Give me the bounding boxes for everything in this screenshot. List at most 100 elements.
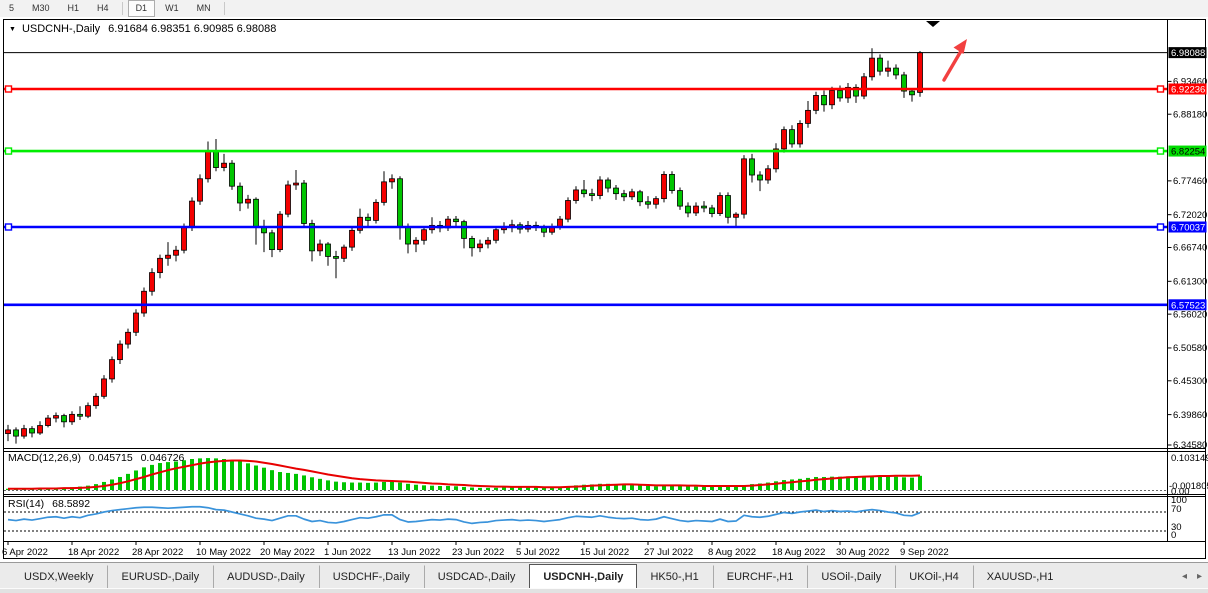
macd-bar <box>334 481 338 490</box>
candle-body <box>277 213 283 251</box>
candle-body <box>645 201 651 205</box>
collapse-triangle-icon: ▼ <box>9 25 16 33</box>
macd-bar <box>302 475 306 490</box>
tab-scroll-arrows: ◂ ▸ <box>1182 571 1202 582</box>
timeframe-button-m30[interactable]: M30 <box>32 3 50 13</box>
macd-bar <box>766 482 770 490</box>
timeframe-button-h4[interactable]: H4 <box>97 3 109 13</box>
candle-body <box>829 90 835 106</box>
timeframe-button-mn[interactable]: MN <box>196 3 211 13</box>
candle-body <box>573 189 579 201</box>
tab-usdcnh-daily[interactable]: USDCNH-,Daily <box>529 564 638 589</box>
tab-usdcad-daily[interactable]: USDCAD-,Daily <box>423 565 530 589</box>
date-axis[interactable]: 6 Apr 2022 18 Apr 2022 28 Apr 2022 10 May 2… <box>2 541 949 559</box>
timeframe-button-h1[interactable]: H1 <box>67 3 80 13</box>
candle-body <box>149 272 155 292</box>
price-tick-label: 6.61300 <box>1173 277 1207 288</box>
candle-body <box>85 405 91 417</box>
candle-body <box>389 178 395 183</box>
macd-bar <box>150 464 154 490</box>
macd-axis-max: 0.103149 <box>1171 453 1208 464</box>
price-tick-label: 6.50580 <box>1173 343 1207 354</box>
date-tick-label: 18 Aug 2022 <box>772 547 825 558</box>
tab-hk50-h1[interactable]: HK50-,H1 <box>650 571 699 583</box>
candle-body <box>213 150 219 168</box>
macd-bar <box>694 486 698 490</box>
tab-eurusd-daily[interactable]: EURUSD-,Daily <box>107 565 213 589</box>
price-badge-label: 6.98088 <box>1171 48 1205 59</box>
candle-body <box>173 249 179 256</box>
tab-ukoil-h4[interactable]: UKOil-,H4 <box>895 565 973 589</box>
hline-handle-right[interactable] <box>1156 147 1165 155</box>
macd-bar <box>478 487 482 490</box>
down-triangle-marker[interactable] <box>926 21 940 27</box>
candle-body <box>653 198 659 205</box>
candle-body <box>605 179 611 189</box>
tab-scroll-right-icon[interactable]: ▸ <box>1196 571 1202 582</box>
chart-symbol-label: USDCNH-,Daily <box>21 23 101 35</box>
tab-usdchf-daily[interactable]: USDCHF-,Daily <box>318 565 424 589</box>
tab-usoil-daily[interactable]: USOil-,Daily <box>807 565 895 589</box>
macd-bar <box>382 481 386 490</box>
rsi-axis-label: 100 <box>1171 495 1187 506</box>
macd-bar <box>662 485 666 490</box>
timeframe-toolbar: 5 M30 H1 H4 D1 W1 MN <box>0 0 1208 17</box>
candle-body <box>805 109 811 124</box>
macd-bar <box>526 487 530 490</box>
tab-scroll-left-icon[interactable]: ◂ <box>1181 571 1187 582</box>
hline-handle-right[interactable] <box>1156 85 1165 93</box>
macd-bar <box>174 461 178 490</box>
date-tick-label: 18 Apr 2022 <box>68 547 119 558</box>
candle-body <box>365 216 371 221</box>
macd-bar <box>918 475 922 490</box>
candle-body <box>253 198 259 228</box>
chart-area[interactable]: 6.93460 6.88180 6.77460 6.72020 6.66740 6.613… <box>0 17 1208 562</box>
candle-body <box>781 129 787 150</box>
date-tick-label: 28 Apr 2022 <box>132 547 183 558</box>
macd-bar <box>678 485 682 490</box>
macd-bar <box>574 485 578 490</box>
macd-bar <box>774 481 778 490</box>
chart-window-border <box>3 19 1206 559</box>
chart-canvas[interactable]: 6.93460 6.88180 6.77460 6.72020 6.66740 6.613… <box>0 17 1208 562</box>
timeframe-button-w1[interactable]: W1 <box>165 3 179 13</box>
candle-body <box>621 193 627 198</box>
hline-handle-left[interactable] <box>4 223 13 231</box>
macd-bar <box>438 485 442 490</box>
timeframe-button-5[interactable]: 5 <box>9 3 15 13</box>
macd-bar <box>350 482 354 490</box>
candle-body <box>741 158 747 215</box>
tab-usdx-weekly[interactable]: USDX,Weekly <box>24 571 94 583</box>
candle-body <box>269 232 275 251</box>
price-axis[interactable]: 6.93460 6.88180 6.77460 6.72020 6.66740 6.613… <box>1167 47 1208 451</box>
macd-bar <box>590 484 594 490</box>
hline-handle-left[interactable] <box>4 85 13 93</box>
hline-handle-left[interactable] <box>4 147 13 155</box>
tabbar-footer <box>0 588 1208 593</box>
candle-body <box>301 182 307 224</box>
candle-body <box>109 359 115 380</box>
tab-xauusd-h1[interactable]: XAUUSD-,H1 <box>972 565 1068 589</box>
tab-audusd-daily[interactable]: AUDUSD-,Daily <box>213 565 319 589</box>
tab-eurchf-h1[interactable]: EURCHF-,H1 <box>712 565 808 589</box>
candle-body <box>733 213 739 218</box>
candle-body <box>901 74 907 92</box>
rsi-panel[interactable] <box>4 505 1167 532</box>
symbol-tab-bar: USDX,Weekly EURUSD-,Daily AUDUSD-,Daily USD… <box>0 562 1208 593</box>
candle-body <box>357 216 363 231</box>
timeframe-button-d1[interactable]: D1 <box>127 0 156 17</box>
macd-bar <box>646 485 650 490</box>
hline-handle-right[interactable] <box>1156 223 1165 231</box>
arrow-annotation[interactable] <box>942 39 967 82</box>
candle-body <box>797 123 803 145</box>
macd-bar <box>470 487 474 490</box>
macd-panel[interactable] <box>4 458 1167 491</box>
candle-body <box>773 148 779 170</box>
macd-bar <box>446 485 450 490</box>
price-badge-label: 6.57523 <box>1171 300 1205 311</box>
candle-body <box>373 201 379 221</box>
macd-bar <box>606 483 610 490</box>
price-tick-label: 6.34580 <box>1173 440 1207 451</box>
candle-body <box>709 207 715 214</box>
candle-body <box>693 205 699 214</box>
